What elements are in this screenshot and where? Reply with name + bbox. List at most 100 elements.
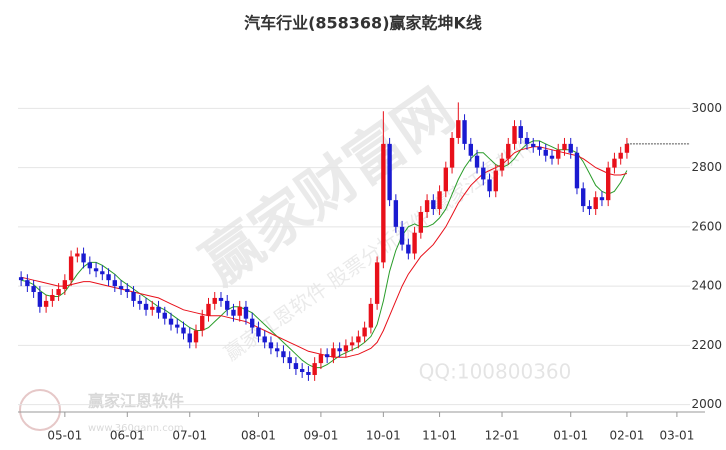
chart-title: 汽车行业(858368)赢家乾坤K线 [244,14,482,33]
candle-body [100,271,105,275]
x-tick-label: 06-01 [110,429,145,443]
candle-body [574,152,580,189]
candle-body [443,167,448,192]
candle-body [312,363,317,375]
candle-body [349,342,355,346]
candle-body [381,143,386,263]
candle-body [499,158,505,171]
candle-body [587,206,592,210]
candle-body [593,197,598,210]
watermark: QQ:100800360 [419,360,572,384]
watermark: 赢家财富网 [189,76,466,298]
y-tick-label: 2800 [691,160,722,174]
candle-body [537,146,542,150]
candle-body [281,351,286,358]
candle-body [181,327,186,334]
candle-body [549,155,555,159]
candle-body [424,200,430,213]
x-tick-label: 03-01 [659,429,694,443]
candle-body [399,226,405,245]
candle-body [225,300,230,310]
candle-body [387,143,392,201]
candle-body [137,300,142,304]
candle-body [62,280,68,290]
x-tick-label: 02-01 [609,429,644,443]
candle-body [368,303,374,328]
candle-body [362,327,367,337]
candle-body [212,297,217,304]
candle-body [606,167,611,201]
candle-body [25,280,30,287]
candle-body [481,167,486,180]
candle-body [87,262,93,269]
candle-body [75,253,80,257]
candle-body [268,342,274,349]
candle-body [437,191,442,210]
candle-body [231,309,236,316]
candle-body [306,372,311,375]
x-tick-label: 08-01 [241,429,276,443]
x-tick-label: 07-01 [172,429,207,443]
candle-body [143,303,149,310]
candle-body [200,315,205,331]
candle-body [262,336,267,343]
candle-body [243,306,249,319]
watermark: www.360gann.com [88,423,184,434]
x-tick-label: 09-01 [303,429,338,443]
candle-body [506,143,511,159]
candle-body [612,158,617,168]
x-tick-label: 05-01 [47,429,82,443]
candle-body [431,200,436,210]
x-tick-label: 12-01 [485,429,520,443]
candle-body [618,152,623,159]
candle-body [512,126,517,144]
candle-body [493,170,498,192]
candle-body [599,197,605,201]
candle-body [518,126,523,138]
candle-body [356,336,361,343]
candle-body [50,294,55,301]
candle-body [287,357,292,364]
candle-body [168,318,174,325]
candle-body [175,324,180,328]
y-tick-label: 2400 [691,279,722,293]
candle-body [449,137,455,168]
y-tick-label: 2200 [691,338,722,352]
candle-body [343,345,349,352]
candle-body [468,143,473,156]
candle-body [162,312,167,319]
candle-body [68,256,74,281]
candle-body [118,286,124,290]
candle-body [337,348,342,352]
candle-body [624,143,630,153]
candle-body [131,292,136,301]
candle-body [31,286,36,293]
candle-body [112,280,117,287]
candle-body [93,268,99,272]
candle-body [487,179,492,192]
candle-body [18,277,24,281]
x-tick-label: 10-01 [366,429,401,443]
candle-body [524,137,530,144]
candle-body [374,262,380,304]
candle-body [299,369,305,373]
candle-body [331,348,336,358]
candle-body [474,155,480,168]
candle-body [556,149,561,159]
ma-line [20,146,628,358]
x-tick-label: 01-01 [553,429,588,443]
candle-body [256,327,261,337]
y-tick-label: 3000 [691,101,722,115]
y-tick-label: 2600 [691,219,722,233]
candle-body [324,354,330,358]
candle-body [462,120,467,144]
candle-body [393,200,399,227]
candle-body [193,330,199,343]
candle-body [81,253,86,263]
candle-body [250,318,255,328]
logo [19,389,61,431]
candle-body [318,354,324,364]
